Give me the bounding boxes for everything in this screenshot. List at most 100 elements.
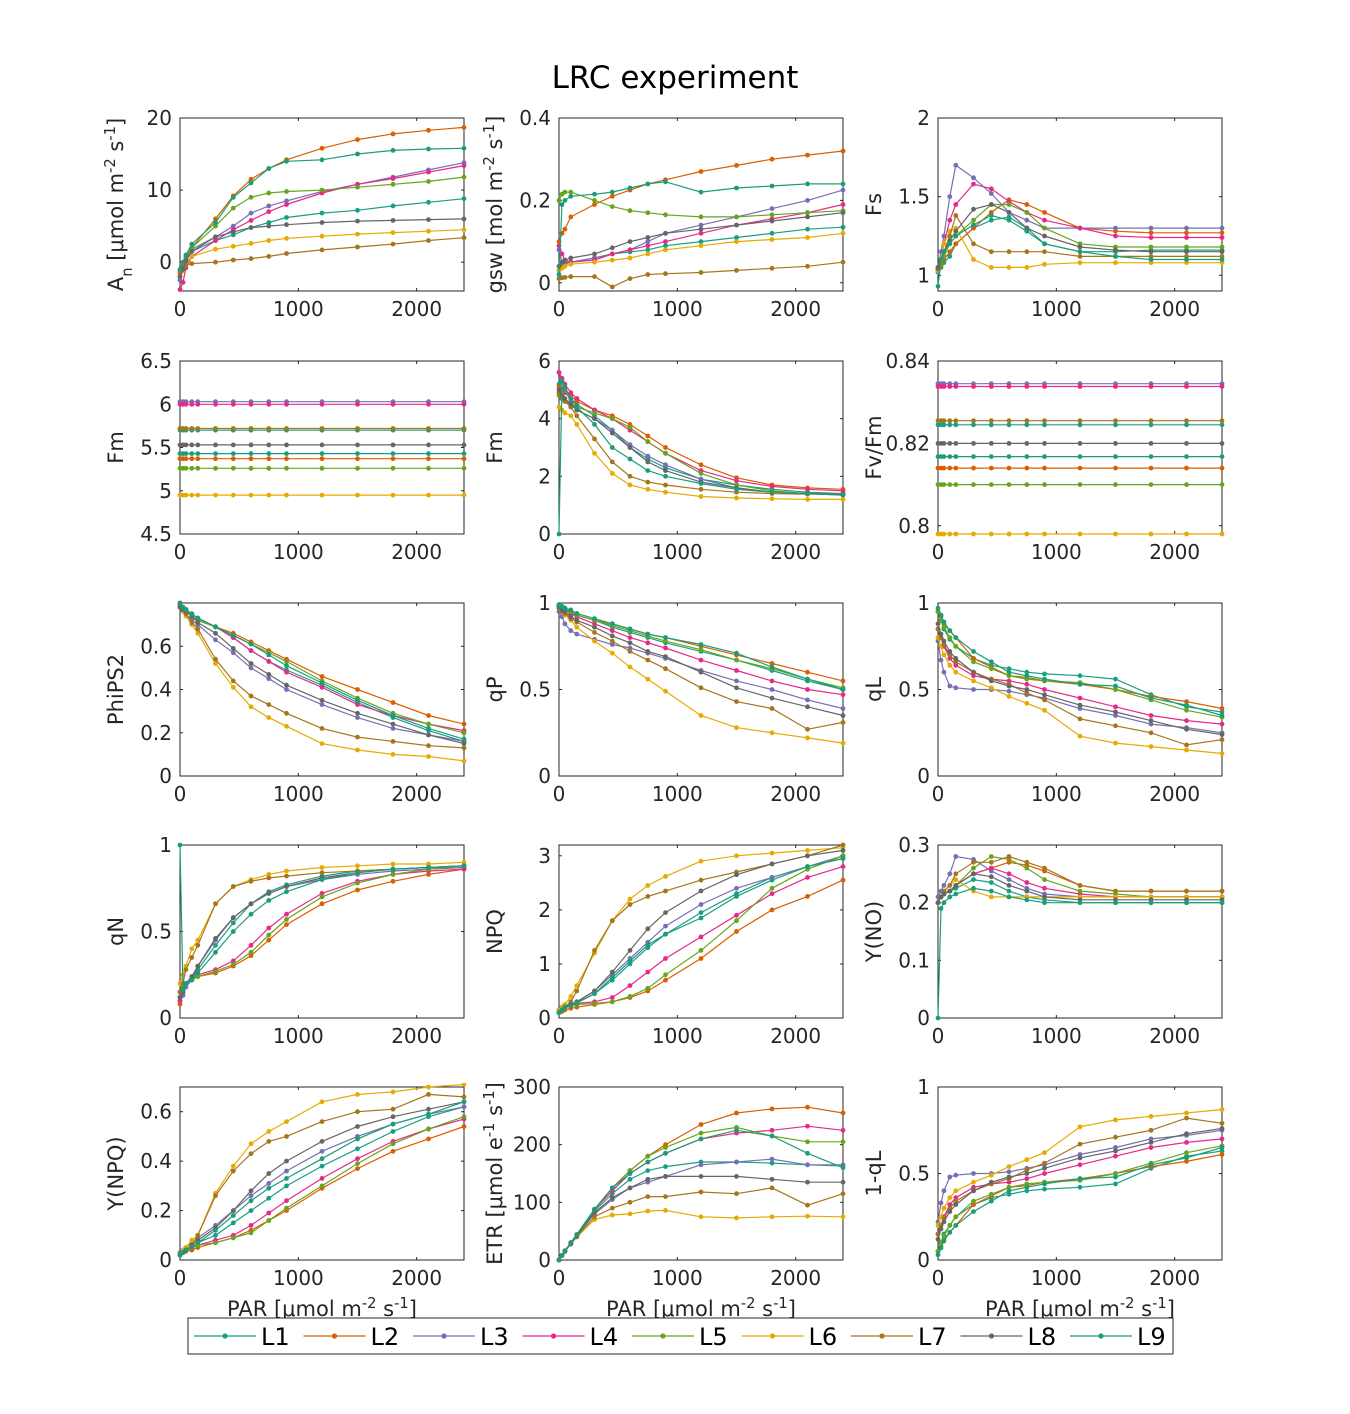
data-point-L7 <box>390 1106 396 1112</box>
data-point-L6 <box>230 684 236 690</box>
data-point-L1 <box>988 422 994 428</box>
data-point-L8 <box>1113 709 1118 715</box>
data-point-L7 <box>189 426 195 431</box>
data-point-L9 <box>953 1223 959 1228</box>
data-point-L8 <box>426 217 431 223</box>
data-point-L8 <box>213 234 218 240</box>
data-point-L5 <box>971 1198 976 1204</box>
data-point-L7 <box>971 241 976 247</box>
subplot-15: 0 1000 2000 0 0.5 1 1-qL PAR [μmol m-2​ s-1​] <box>862 1075 1225 1321</box>
subplot-5: 0 1000 2000 0 2 4 6 Fm <box>483 349 846 564</box>
data-point-L7 <box>189 620 195 625</box>
data-point-L6 <box>284 1119 289 1124</box>
x-tick-label: 1000 <box>273 297 324 321</box>
data-point-L9 <box>953 233 959 239</box>
data-point-L4 <box>840 202 846 207</box>
data-point-L6 <box>248 1141 254 1147</box>
data-point-L7 <box>461 1094 467 1100</box>
data-point-L5 <box>941 482 947 487</box>
plot-area <box>937 360 1223 535</box>
plot-area <box>558 360 844 535</box>
data-point-L8 <box>971 441 976 446</box>
data-point-L8 <box>947 441 953 446</box>
data-point-L8 <box>971 871 976 877</box>
data-point-L6 <box>953 531 959 537</box>
data-point-L4 <box>1077 384 1083 389</box>
data-point-L9 <box>556 531 562 537</box>
subplot-1: 0 1000 2000 0 10 20 An​ [μmol m-2​ s-1​] <box>102 106 467 321</box>
data-point-L9 <box>947 241 953 247</box>
data-point-L1 <box>319 210 325 216</box>
data-point-L7 <box>805 263 810 269</box>
data-point-L7 <box>663 666 668 672</box>
data-point-L6 <box>266 238 272 243</box>
data-point-L8 <box>1024 888 1030 894</box>
data-point-L3 <box>941 1188 947 1194</box>
data-point-L1 <box>1113 676 1118 682</box>
data-point-L3 <box>805 198 810 203</box>
data-point-L6 <box>1184 531 1189 537</box>
x-tick-label: 2000 <box>770 1024 821 1048</box>
plot-area <box>558 117 844 292</box>
data-point-L5 <box>971 659 976 665</box>
data-point-L6 <box>988 265 994 270</box>
data-point-L7 <box>592 274 597 279</box>
data-point-L5 <box>840 1139 846 1145</box>
data-point-L4 <box>1184 718 1189 723</box>
data-point-L5 <box>734 657 739 663</box>
data-point-L6 <box>574 422 580 427</box>
data-point-L9 <box>248 180 254 186</box>
data-point-L9 <box>769 664 775 670</box>
data-point-L6 <box>941 652 947 658</box>
data-point-L8 <box>183 442 189 448</box>
data-point-L5 <box>1042 877 1047 882</box>
data-point-L8 <box>1184 1131 1189 1137</box>
data-point-L6 <box>1024 1157 1030 1163</box>
data-point-L7 <box>248 256 254 261</box>
data-point-L4 <box>177 287 183 292</box>
subplot-3: 0 1000 2000 1 1.5 2 Fs <box>862 106 1225 321</box>
data-point-L7 <box>574 413 580 419</box>
data-point-L6 <box>734 1215 739 1221</box>
series-group <box>556 602 846 746</box>
data-point-L5 <box>213 223 218 229</box>
data-point-L2 <box>189 456 195 462</box>
data-point-L1 <box>266 220 272 225</box>
data-point-L6 <box>568 994 574 999</box>
data-point-L5 <box>248 949 254 955</box>
legend-marker-L3 <box>441 1333 447 1339</box>
data-point-L9 <box>592 191 597 197</box>
data-point-L9 <box>284 158 289 164</box>
data-point-L7 <box>1024 249 1030 255</box>
data-point-L7 <box>698 1189 704 1195</box>
data-point-L7 <box>1148 1127 1154 1133</box>
y-tick-label: 6 <box>159 392 172 416</box>
data-point-L2 <box>1024 465 1030 471</box>
data-point-L2 <box>461 125 467 130</box>
data-point-L7 <box>698 877 704 883</box>
data-point-L1 <box>213 942 218 948</box>
x-tick-label: 2000 <box>1149 540 1200 564</box>
y-tick-label: 0.5 <box>519 678 551 702</box>
data-point-L9 <box>559 378 565 384</box>
data-point-L4 <box>953 662 959 668</box>
data-point-L7 <box>1077 883 1083 888</box>
data-point-L8 <box>319 697 325 703</box>
data-point-L6 <box>663 874 668 879</box>
data-point-L6 <box>840 1214 846 1220</box>
data-point-L4 <box>609 251 615 257</box>
x-tick-label: 2000 <box>391 1266 442 1290</box>
data-point-L6 <box>319 865 325 870</box>
data-point-L6 <box>230 243 236 249</box>
data-point-L9 <box>230 451 236 456</box>
data-point-L6 <box>189 254 195 259</box>
data-point-L1 <box>953 422 959 428</box>
data-point-L4 <box>1006 384 1012 389</box>
data-point-L4 <box>988 186 994 192</box>
data-point-L8 <box>195 442 201 448</box>
data-point-L8 <box>734 1174 739 1179</box>
data-point-L4 <box>266 1210 272 1216</box>
data-point-L3 <box>769 1156 775 1162</box>
data-point-L9 <box>195 451 201 456</box>
y-tick-label: 0.2 <box>519 188 551 212</box>
